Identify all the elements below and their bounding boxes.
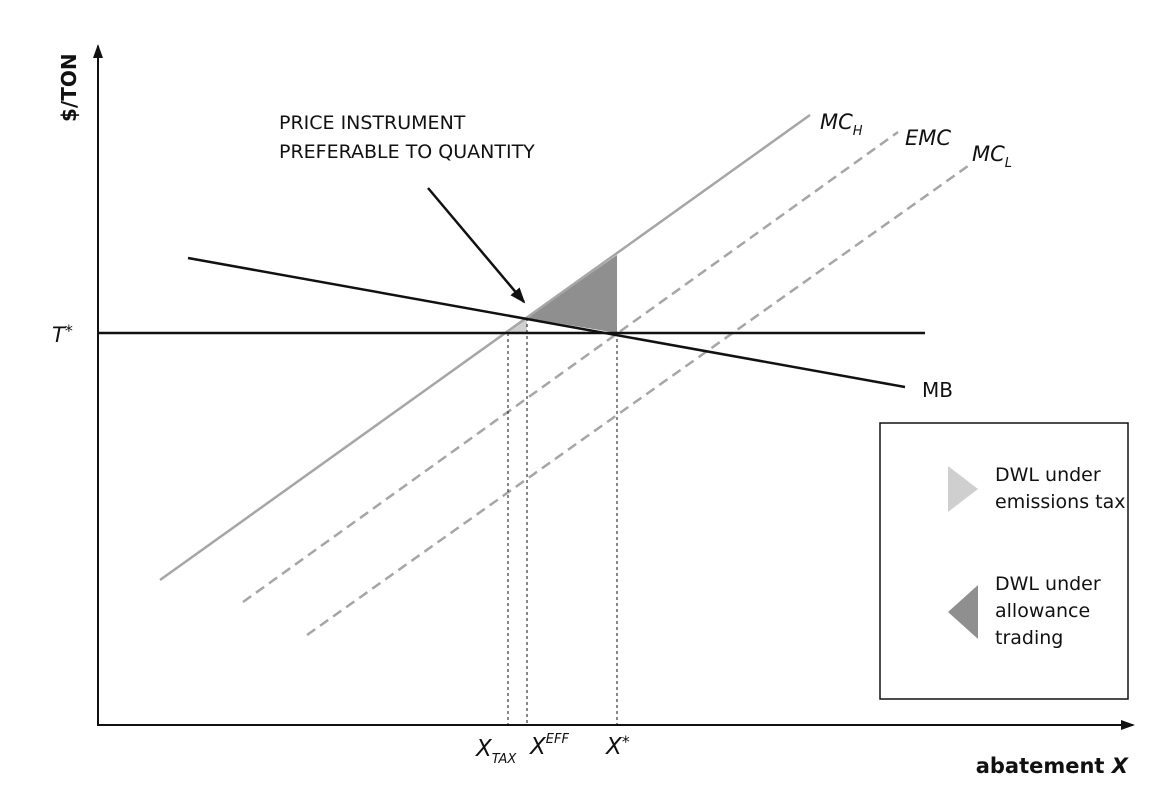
price-level-label: T* (52, 321, 73, 347)
legend-tax-line-2: emissions tax (995, 491, 1126, 513)
legend-trading-line-1: DWL under (995, 573, 1101, 595)
x-axis-label: abatement X (976, 754, 1130, 778)
mb-curve (187, 256, 906, 389)
legend-trading-line-2: allowance (995, 600, 1090, 622)
y-axis-label: $/TON (57, 53, 81, 122)
mc-l-label: MCL (972, 142, 1012, 171)
emc-label: EMC (905, 126, 951, 150)
legend-tax-line-1: DWL under (995, 464, 1101, 486)
mc-l-curve (306, 164, 969, 637)
legend-box (879, 422, 1129, 700)
legend: DWL under emissions tax DWL under allowa… (879, 422, 1129, 700)
annotation-arrow (427, 187, 526, 304)
mc-h-label: MCH (820, 110, 863, 139)
x-tax-label: XTAX (475, 736, 517, 767)
mb-label: MB (922, 378, 953, 402)
legend-tax-swatch (948, 466, 978, 512)
dwl-trading-triangle (527, 255, 617, 333)
annotation-line-1: PRICE INSTRUMENT (279, 112, 466, 134)
emc-curve (242, 130, 899, 604)
x-star-label: X* (605, 732, 630, 760)
legend-trading-line-3: trading (995, 627, 1063, 649)
mc-h-curve (159, 113, 811, 582)
legend-trading-swatch (948, 585, 978, 639)
x-eff-label: XEFF (529, 732, 569, 760)
annotation-line-2: PREFERABLE TO QUANTITY (279, 141, 535, 163)
